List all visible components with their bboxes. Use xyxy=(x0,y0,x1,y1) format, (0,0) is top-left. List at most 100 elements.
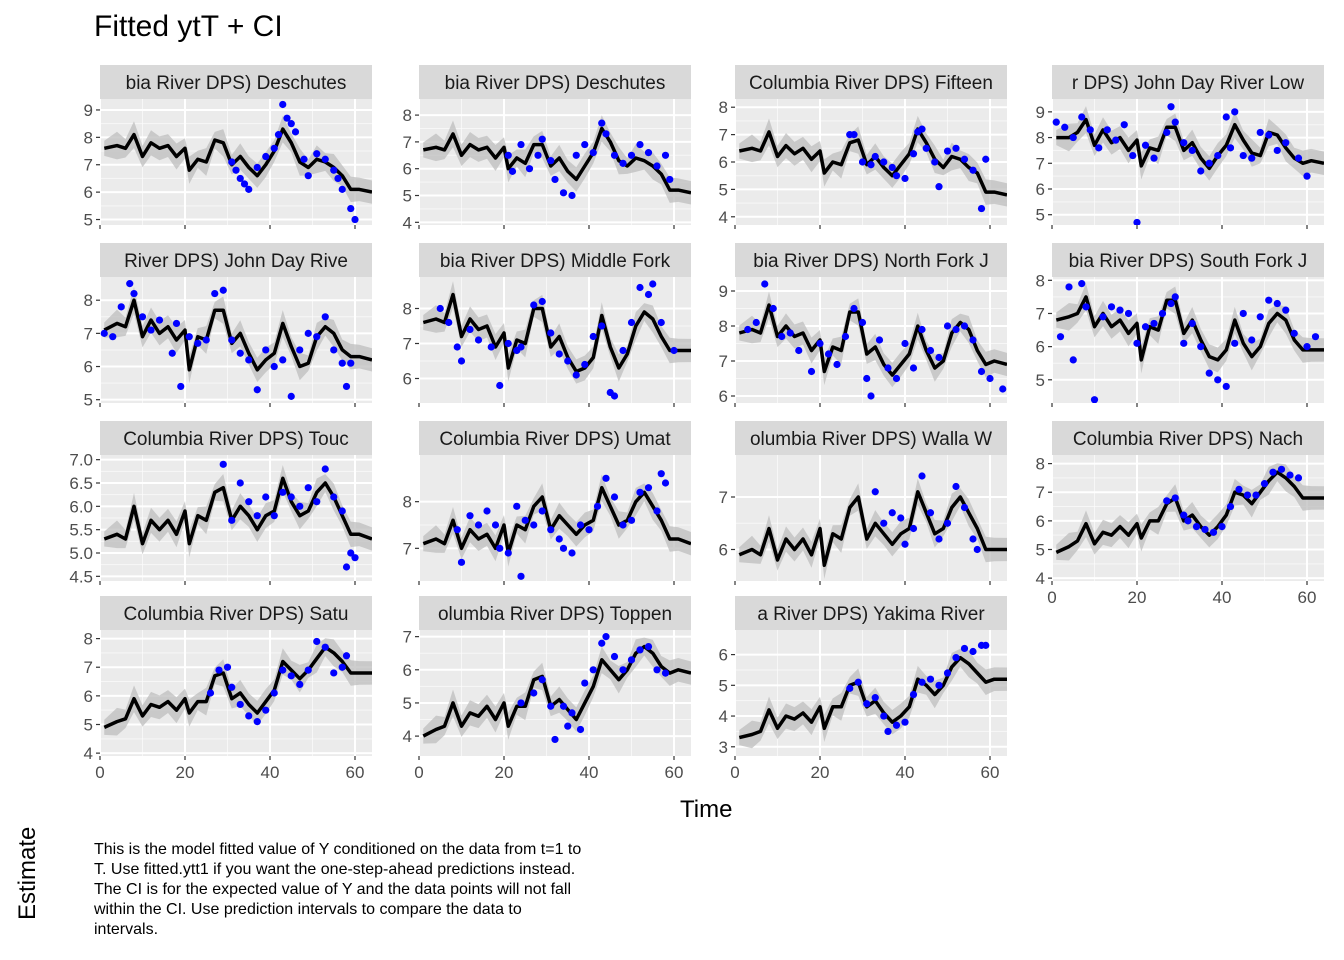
data-point xyxy=(1171,118,1179,126)
data-point xyxy=(1133,339,1141,347)
data-point xyxy=(1273,146,1281,155)
data-point xyxy=(1214,376,1222,384)
data-point xyxy=(547,526,555,534)
data-point xyxy=(918,325,926,334)
data-point xyxy=(960,644,969,653)
data-point xyxy=(1180,339,1188,347)
caption-line: T. Use fitted.ytt1 if you want the one-s… xyxy=(94,861,576,878)
data-point xyxy=(474,336,483,344)
data-point xyxy=(287,120,295,128)
data-point xyxy=(909,690,918,699)
facet-strip-label: bia River DPS) South Fork J xyxy=(1069,251,1308,272)
data-point xyxy=(999,385,1007,393)
y-tick-label: 6 xyxy=(719,153,728,172)
x-tick-label: 0 xyxy=(1047,588,1056,607)
y-tick-label: 8 xyxy=(719,98,728,117)
facet-panel: bia River DPS) Middle Fork 6 7 8 xyxy=(403,243,691,407)
data-point xyxy=(504,549,512,557)
data-point xyxy=(491,521,500,529)
data-point xyxy=(270,689,278,697)
data-point xyxy=(351,215,359,224)
data-point xyxy=(466,512,474,520)
y-tick-label: 6 xyxy=(403,160,412,179)
data-point xyxy=(935,681,943,689)
data-point xyxy=(538,507,546,515)
chart-title: Fitted ytT + CI xyxy=(94,10,283,43)
data-point xyxy=(909,364,918,372)
data-point xyxy=(926,346,935,355)
data-point xyxy=(109,333,117,341)
y-tick-label: 8 xyxy=(84,291,93,310)
data-point xyxy=(245,356,253,364)
data-point xyxy=(1222,113,1230,121)
y-tick-label: 4 xyxy=(1036,569,1045,588)
data-point xyxy=(854,678,862,686)
data-point xyxy=(795,346,803,355)
data-point xyxy=(935,353,943,362)
y-tick-label: 7 xyxy=(1036,154,1045,173)
facet-panel: Columbia River DPS) Touc 4.5 5.0 5.5 6.0 6.5 7… xyxy=(69,421,372,586)
y-tick-label: 8 xyxy=(403,493,412,512)
data-point xyxy=(347,204,355,213)
y-tick-label: 7 xyxy=(1036,304,1045,323)
data-point xyxy=(1231,339,1239,347)
data-point xyxy=(457,357,466,365)
data-point xyxy=(952,654,960,662)
data-point xyxy=(1243,491,1252,499)
facet-panel: olumbia River DPS) Toppen 4 5 6 7 0 20 40 60 xyxy=(403,596,691,782)
x-tick-label: 20 xyxy=(811,763,830,782)
ci-band xyxy=(1056,463,1324,561)
data-point xyxy=(589,666,597,674)
data-point xyxy=(922,144,930,152)
data-point xyxy=(786,329,794,337)
data-point xyxy=(1252,491,1260,499)
data-point xyxy=(644,642,653,651)
facet-strip xyxy=(735,421,1007,455)
data-point xyxy=(466,325,474,334)
data-point xyxy=(177,382,185,391)
ci-band xyxy=(739,115,1007,207)
data-point xyxy=(287,493,295,501)
data-point xyxy=(935,183,943,191)
data-point xyxy=(547,329,555,337)
data-point xyxy=(194,339,202,347)
data-point xyxy=(1069,133,1077,142)
data-point xyxy=(551,735,559,744)
data-point xyxy=(1150,154,1158,162)
data-point xyxy=(816,339,824,348)
x-tick-label: 60 xyxy=(1298,588,1317,607)
data-point xyxy=(236,700,244,709)
facet-strip xyxy=(419,65,691,99)
data-point xyxy=(223,663,232,671)
data-point xyxy=(1065,283,1073,291)
data-point xyxy=(1141,323,1150,331)
data-point xyxy=(270,144,278,152)
data-point xyxy=(892,374,901,383)
data-point xyxy=(1256,313,1264,321)
y-tick-label: 5 xyxy=(719,180,728,199)
data-point xyxy=(952,144,960,152)
facet-strip-label: bia River DPS) North Fork J xyxy=(753,251,988,272)
data-point xyxy=(530,689,538,697)
data-point xyxy=(627,656,636,664)
data-point xyxy=(296,346,304,354)
data-point xyxy=(589,332,597,341)
data-point xyxy=(279,488,287,496)
data-point xyxy=(943,669,952,677)
facet-strip-label: Columbia River DPS) Umat xyxy=(439,429,671,450)
y-tick-label: 7 xyxy=(719,126,728,145)
data-point xyxy=(901,339,909,348)
data-point xyxy=(1248,336,1256,344)
data-point xyxy=(977,204,986,213)
facet-panel: bia River DPS) Deschutes 4 5 6 7 8 xyxy=(403,65,691,232)
data-point xyxy=(100,329,108,337)
data-point xyxy=(1124,309,1133,318)
data-point xyxy=(1171,494,1179,502)
data-point xyxy=(977,367,986,376)
data-point xyxy=(1052,118,1060,126)
data-point xyxy=(1294,474,1303,482)
data-point xyxy=(761,280,769,288)
y-tick-label: 8 xyxy=(1036,455,1045,474)
data-point xyxy=(867,392,875,400)
data-point xyxy=(517,699,525,707)
